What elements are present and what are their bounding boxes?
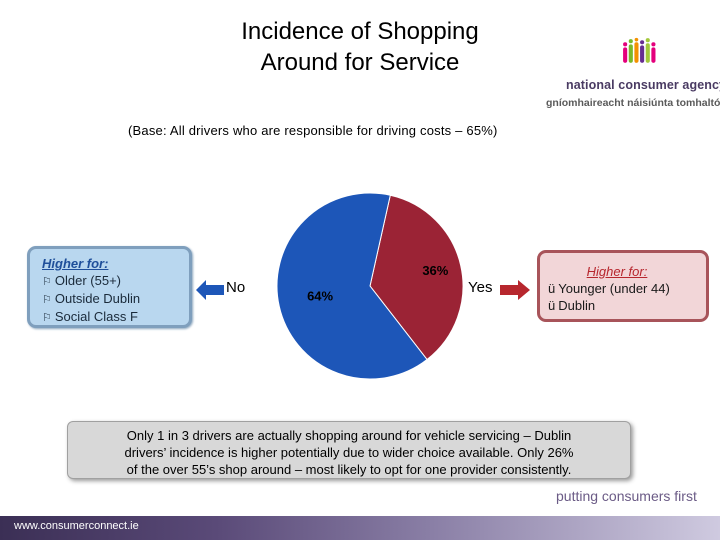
- tagline: putting consumers first: [556, 488, 697, 504]
- title-line-2: Around for Service: [260, 49, 460, 76]
- left-box-item: ⚐ Outside Dublin: [42, 291, 141, 306]
- label-no: No: [226, 279, 246, 296]
- nca-logo-figures: [623, 37, 656, 63]
- flag-icon: ⚐: [42, 311, 52, 324]
- pie-slice-yes: [369, 194, 464, 361]
- right-box-item: ü Dublin: [548, 298, 596, 313]
- base-note: (Base: All drivers who are responsible f…: [128, 123, 498, 138]
- footer-url: www.consumerconnect.ie: [14, 520, 139, 532]
- page-title: Incidence of Shopping Around for Service: [180, 16, 540, 78]
- summary-line-1: Only 1 in 3 drivers are actually shoppin…: [126, 428, 572, 443]
- arrow-right-icon: [500, 280, 530, 300]
- summary-line-3: of the over 55’s shop around – most like…: [126, 462, 572, 477]
- logo-text-irish: gníomhaireacht náisiúnta tomhaltóirí: [546, 97, 720, 109]
- flag-icon: ⚐: [42, 293, 52, 306]
- right-box-heading: Higher for:: [586, 264, 648, 279]
- left-box-item: ⚐ Social Class F: [42, 309, 138, 324]
- higher-for-yes-box: Higher for: ü Younger (under 44) ü Dublin: [537, 250, 709, 322]
- left-box-item: ⚐ Older (55+): [42, 273, 121, 288]
- pie-slice-no: [276, 192, 428, 380]
- logo-text-english: national consumer agency: [566, 78, 720, 92]
- check-icon: ü: [548, 298, 556, 313]
- check-icon: ü: [548, 281, 556, 296]
- flag-icon: ⚐: [42, 275, 52, 288]
- summary-box: Only 1 in 3 drivers are actually shoppin…: [67, 421, 631, 479]
- pie-chart: 36% 64%: [276, 192, 464, 380]
- pie-label-yes: 36%: [422, 263, 448, 278]
- label-yes: Yes: [468, 279, 493, 296]
- left-box-heading: Higher for:: [42, 256, 109, 271]
- summary-line-2: drivers’ incidence is higher potentially…: [124, 445, 574, 460]
- footer-bar: www.consumerconnect.ie: [0, 516, 720, 540]
- title-line-1: Incidence of Shopping: [241, 18, 479, 45]
- pie-label-no: 64%: [307, 289, 333, 304]
- higher-for-no-box: Higher for: ⚐ Older (55+) ⚐ Outside Dublin…: [27, 246, 192, 328]
- arrow-left-icon: [196, 280, 224, 300]
- right-box-item: ü Younger (under 44): [548, 281, 670, 296]
